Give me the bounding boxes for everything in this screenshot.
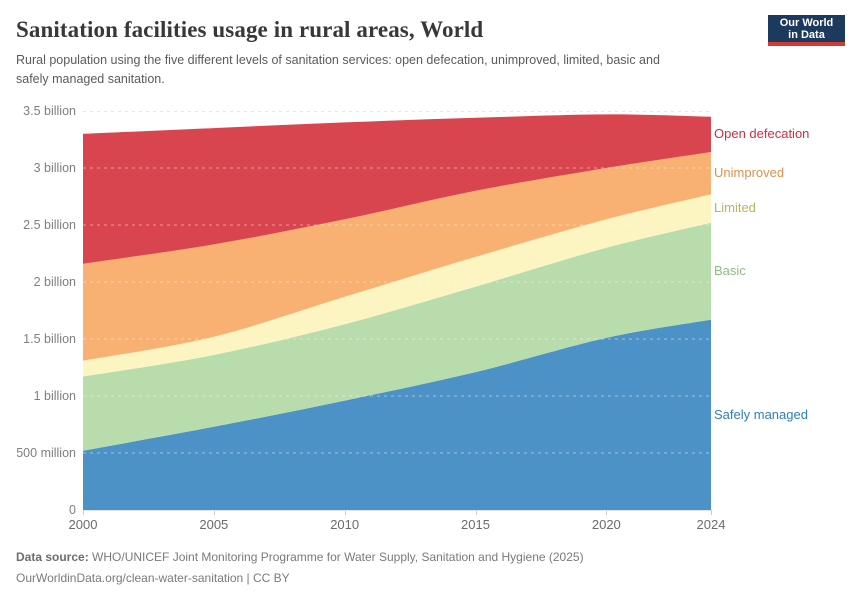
- series-label-open-defecation[interactable]: Open defecation: [714, 126, 810, 142]
- owid-logo: Our World in Data: [768, 15, 845, 46]
- x-axis-label: 2015: [461, 517, 490, 532]
- owid-logo-line2: in Data: [788, 29, 825, 41]
- x-axis-label: 2005: [199, 517, 229, 532]
- data-source-text: WHO/UNICEF Joint Monitoring Programme fo…: [88, 550, 584, 564]
- y-axis-label: 2.5 billion: [23, 218, 76, 232]
- x-axis-tick: [606, 510, 607, 515]
- area-open-defecation[interactable]: [83, 114, 711, 264]
- area-unimproved[interactable]: [83, 152, 711, 361]
- license-line: OurWorldinData.org/clean-water-sanitatio…: [16, 571, 290, 585]
- x-axis-tick: [476, 510, 477, 515]
- series-label-basic[interactable]: Basic: [714, 263, 746, 279]
- area-limited[interactable]: [83, 194, 711, 377]
- page-title: Sanitation facilities usage in rural are…: [16, 17, 484, 42]
- area-safely-managed[interactable]: [83, 319, 711, 510]
- area-basic[interactable]: [83, 222, 711, 451]
- chart-footer: Data source: WHO/UNICEF Joint Monitoring…: [16, 547, 584, 589]
- y-axis-label: 1 billion: [33, 389, 76, 403]
- x-axis-line: [83, 510, 711, 511]
- x-axis-label: 2010: [330, 517, 360, 532]
- x-axis-tick: [83, 510, 84, 515]
- y-axis-label: 3 billion: [33, 161, 76, 175]
- x-axis-label: 2024: [696, 517, 726, 532]
- y-axis-label: 500 million: [16, 446, 76, 460]
- data-source-label: Data source:: [16, 550, 89, 564]
- y-axis-label: 3.5 billion: [23, 104, 76, 118]
- y-axis-label: 2 billion: [33, 275, 76, 289]
- x-axis-label: 2000: [68, 517, 98, 532]
- x-axis-tick: [711, 510, 712, 515]
- series-label-safely-managed[interactable]: Safely managed: [714, 406, 808, 422]
- owid-logo-line1: Our World: [779, 17, 834, 29]
- chart-subtitle: Rural population using the five differen…: [16, 53, 660, 86]
- y-axis-label: 1.5 billion: [23, 332, 76, 346]
- series-label-unimproved[interactable]: Unimproved: [714, 165, 785, 181]
- x-axis-tick: [214, 510, 215, 515]
- y-axis-label: 0: [69, 503, 76, 517]
- stacked-area-plot: [83, 111, 711, 510]
- x-axis-tick: [345, 510, 346, 515]
- data-source-line: Data source: WHO/UNICEF Joint Monitoring…: [16, 550, 584, 564]
- x-axis-label: 2020: [591, 517, 621, 532]
- series-label-limited[interactable]: Limited: [714, 200, 756, 216]
